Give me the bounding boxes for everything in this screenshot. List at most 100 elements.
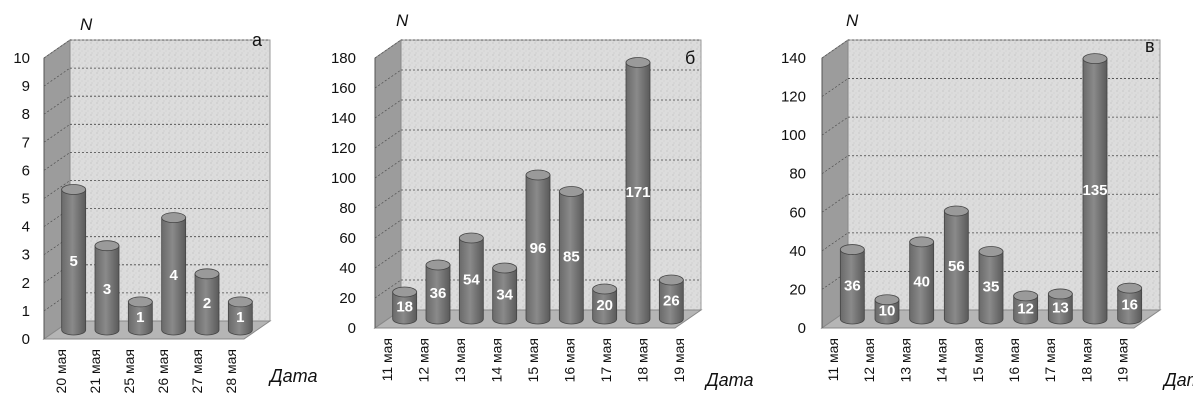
y-tick-label: 40	[789, 243, 806, 260]
gridline-side	[43, 67, 71, 87]
bar	[625, 62, 651, 325]
x-tick-label: 11 мая	[825, 338, 841, 381]
bar-top	[909, 236, 935, 248]
y-tick-label: 20	[339, 290, 356, 307]
y-tick-label: 140	[331, 110, 356, 127]
y-tick-label: 120	[781, 89, 806, 106]
gridline-side	[821, 155, 849, 174]
gridline-side	[43, 180, 71, 199]
data-label: 35	[983, 278, 1000, 295]
x-tick-label: 17 мая	[598, 338, 614, 382]
data-label: 85	[563, 248, 580, 265]
x-tick-label: 12 мая	[861, 338, 877, 382]
bar	[1013, 295, 1039, 325]
bar-top	[1047, 288, 1073, 300]
bar	[127, 301, 153, 336]
chart-panel-b: 0 20 40 60 80 100 120 140 160 180 Nб Дата 18 11 мая 36…	[331, 11, 754, 390]
x-tick-label: 14 мая	[934, 338, 950, 382]
bar	[874, 299, 900, 325]
y-tick-label: 160	[331, 80, 356, 97]
data-label: 36	[430, 285, 447, 302]
bar	[658, 279, 684, 325]
y-tick-label: 20	[789, 281, 806, 298]
y-tick-label: 1	[22, 303, 30, 320]
y-tick-label: 7	[22, 134, 30, 151]
gridline-side	[821, 232, 849, 252]
bar-top	[839, 244, 865, 255]
gridline-side	[43, 39, 71, 59]
gridline-side	[374, 219, 402, 239]
bar	[194, 273, 220, 336]
bar-top	[425, 259, 451, 271]
bar-top	[127, 296, 153, 308]
x-tick-label: 16 мая	[562, 338, 578, 382]
bar-top	[525, 169, 551, 181]
data-label: 2	[203, 295, 211, 312]
x-tick-label: 27 мая	[189, 349, 205, 393]
bar-top	[458, 232, 484, 244]
y-axis-label: N	[396, 11, 409, 30]
y-tick-label: 3	[22, 247, 30, 264]
data-label: 12	[1017, 300, 1034, 317]
bar-top	[227, 296, 253, 308]
y-axis-label: N	[80, 15, 93, 34]
gridline-side	[821, 78, 849, 97]
bar-top	[658, 274, 684, 286]
bar-top	[61, 184, 87, 195]
bar-top	[625, 57, 651, 68]
x-tick-label: 26 мая	[155, 349, 171, 393]
bar-top	[978, 246, 1004, 257]
gridline-side	[374, 69, 402, 89]
y-tick-label: 5	[22, 191, 30, 208]
x-tick-label: 12 мая	[416, 338, 432, 382]
bar-top	[558, 186, 584, 197]
x-axis-label: Дата	[268, 366, 318, 386]
data-label: 20	[596, 297, 613, 314]
bar	[525, 174, 551, 325]
gridline-side	[374, 159, 402, 179]
y-tick-label: 10	[13, 50, 30, 67]
bar-top	[1117, 282, 1143, 294]
y-tick-label: 140	[781, 50, 806, 67]
data-label: 34	[496, 287, 513, 304]
y-tick-label: 0	[798, 320, 806, 337]
x-tick-label: 14 мая	[489, 338, 505, 382]
bar	[1082, 58, 1108, 325]
y-tick-label: 0	[22, 331, 30, 348]
x-tick-label: 28 мая	[223, 349, 239, 393]
y-tick-label: 6	[22, 162, 30, 179]
data-label: 5	[69, 253, 77, 270]
back-wall	[847, 39, 1161, 311]
bar	[1117, 287, 1143, 325]
data-label: 40	[913, 273, 930, 290]
x-tick-label: 19 мая	[1115, 338, 1131, 382]
x-tick-label: 25 мая	[121, 349, 137, 393]
data-label: 26	[663, 293, 680, 310]
y-axis-label: N	[846, 11, 859, 30]
x-axis-label: Дата	[1162, 370, 1193, 390]
bar-top	[194, 268, 220, 280]
x-tick-label: 13 мая	[452, 338, 468, 382]
data-label: 18	[396, 299, 413, 316]
x-tick-label: 20 мая	[53, 349, 69, 393]
data-label: 4	[169, 267, 178, 284]
data-label: 56	[948, 258, 965, 275]
bar-top	[943, 205, 969, 217]
bar-top	[874, 294, 900, 306]
x-tick-label: 15 мая	[525, 338, 541, 382]
x-tick-label: 16 мая	[1006, 338, 1022, 382]
bar	[909, 241, 935, 325]
y-tick-label: 9	[22, 78, 30, 95]
gridline-side	[374, 189, 402, 209]
gridline-side	[43, 236, 71, 255]
bar-top	[161, 212, 187, 224]
side-wall	[374, 39, 402, 329]
bar	[425, 264, 451, 325]
y-tick-label: 60	[339, 230, 356, 247]
gridline-side	[43, 264, 71, 284]
y-tick-label: 80	[339, 200, 356, 217]
gridline-side	[374, 99, 402, 119]
panel-letter: б	[685, 48, 695, 68]
gridline-side	[821, 116, 849, 136]
